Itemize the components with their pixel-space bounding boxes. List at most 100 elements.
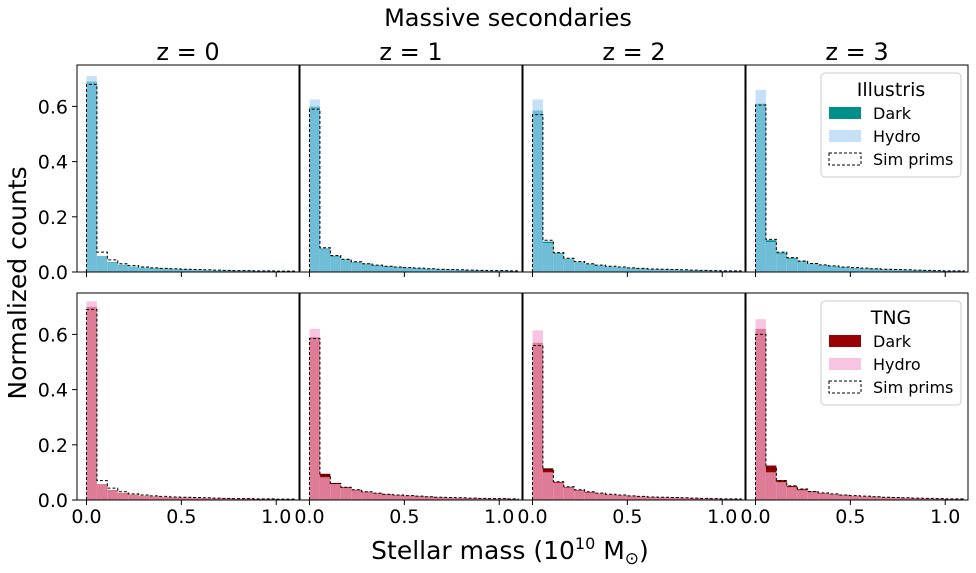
histogram-bar <box>413 268 425 272</box>
histogram-bar <box>403 495 414 500</box>
histogram-bar-excess <box>563 258 575 260</box>
histogram-bar <box>128 495 139 500</box>
histogram-bar <box>807 263 819 272</box>
histogram-bar <box>901 497 913 500</box>
histogram-bar <box>149 496 160 500</box>
histogram-bar <box>455 497 467 500</box>
histogram-bar <box>486 498 498 500</box>
panel-frame <box>522 292 746 501</box>
histogram-bar <box>818 265 829 272</box>
x-tick-label: 0.5 <box>612 506 642 528</box>
histogram-bar <box>211 498 223 500</box>
histogram-bar <box>159 496 170 500</box>
histogram-bar <box>96 485 108 500</box>
histogram-bar-excess <box>319 248 331 250</box>
x-tick-label: 0.0 <box>740 506 770 528</box>
histogram-bar <box>86 306 97 500</box>
histogram-bar <box>117 265 129 272</box>
panel-row1-col2: 0.0 0.5 1.0 <box>517 292 746 528</box>
histogram-bar <box>253 498 264 500</box>
histogram-bar <box>201 498 212 500</box>
histogram-bar-excess <box>818 493 829 494</box>
histogram-bar <box>445 497 456 500</box>
panel-row1-col3: 0.0 0.5 1.0 TNG Dark Hydro Sim prims <box>740 292 969 528</box>
histogram-bar <box>859 496 871 500</box>
column-title-z1: z = 1 <box>379 38 442 66</box>
histogram-bar <box>765 472 777 500</box>
histogram-bar-excess <box>797 261 808 263</box>
y-tick-label: 0.4 <box>38 152 68 174</box>
histogram-bar-excess <box>86 76 97 82</box>
histogram-bar <box>553 482 564 500</box>
sim-prims-outline <box>308 338 519 500</box>
histogram-bar-excess <box>96 484 108 486</box>
histogram-bar <box>476 498 487 500</box>
histogram-bar-excess <box>542 468 554 473</box>
histogram-bar <box>720 498 731 500</box>
legend-box <box>820 72 962 178</box>
y-tick-label: 0.6 <box>38 96 68 118</box>
histogram-bar <box>309 337 320 500</box>
sim-prims-outline <box>754 333 965 500</box>
histogram-bar <box>466 498 477 500</box>
panel-frame <box>745 292 969 501</box>
histogram-bar-excess <box>776 480 787 483</box>
histogram-bar-excess <box>309 328 320 338</box>
histogram-bar <box>340 260 352 272</box>
histogram-bar <box>107 490 118 500</box>
x-tick-label: 0.5 <box>166 506 196 528</box>
histogram-bar <box>689 270 700 272</box>
histogram-bar <box>190 269 202 272</box>
histogram-bar <box>319 477 331 500</box>
panel-frame <box>76 64 300 273</box>
histogram-bar <box>403 267 414 272</box>
x-tick-label: 1.0 <box>484 506 514 528</box>
sim-prims-outline <box>531 344 742 500</box>
histogram-bar-excess <box>584 491 596 493</box>
histogram-bar <box>532 342 543 500</box>
histogram-bar <box>340 487 352 500</box>
histogram-bar <box>880 269 892 272</box>
histogram-bar <box>507 498 519 500</box>
histogram-bar <box>870 268 881 272</box>
histogram-bar-excess <box>786 258 798 260</box>
histogram-bar <box>117 493 129 500</box>
panel-row0-col1 <box>299 64 523 277</box>
legend-label: Dark <box>873 332 912 351</box>
histogram-bar <box>943 498 954 500</box>
histogram-bar <box>776 253 787 272</box>
histogram-bar <box>424 496 435 500</box>
legend-swatch <box>829 130 861 142</box>
histogram-bar <box>497 270 508 272</box>
histogram-bar <box>169 497 181 500</box>
histogram-bar-excess <box>330 255 341 257</box>
histogram-bar <box>584 492 596 500</box>
histogram-bar <box>159 268 170 272</box>
histogram-bar-excess <box>532 330 543 343</box>
histogram-bar <box>107 262 118 272</box>
legend: Illustris Dark Hydro Sim prims <box>820 72 962 178</box>
panel-row1-col0: 0.0 0.5 1.0 0.0 0.2 0.4 0.6 <box>38 292 300 528</box>
histogram-bar-excess <box>574 490 585 491</box>
panel-row0-col3: Illustris Dark Hydro Sim prims <box>745 64 969 277</box>
y-tick-label: 0.6 <box>38 324 68 346</box>
x-tick-label: 0.5 <box>389 506 419 528</box>
x-tick-label: 0.0 <box>517 506 547 528</box>
histogram-bar <box>605 266 616 272</box>
panel-row0-col2 <box>522 64 746 277</box>
histogram-bar <box>361 264 373 272</box>
histogram-bar <box>668 497 679 500</box>
histogram-bar <box>201 270 212 272</box>
histogram-bar <box>720 270 731 272</box>
histogram-bar <box>755 328 766 500</box>
histogram-bar <box>891 269 902 272</box>
x-tick-label: 1.0 <box>930 506 960 528</box>
y-tick-label: 0.2 <box>38 207 68 229</box>
histogram-bar <box>730 270 742 272</box>
histogram-bar <box>497 498 508 500</box>
histogram-bar <box>880 497 892 500</box>
histogram-bar <box>445 269 456 272</box>
sim-prims-outline <box>308 108 519 272</box>
histogram-bar <box>413 496 425 500</box>
y-tick-label: 0.4 <box>38 380 68 402</box>
